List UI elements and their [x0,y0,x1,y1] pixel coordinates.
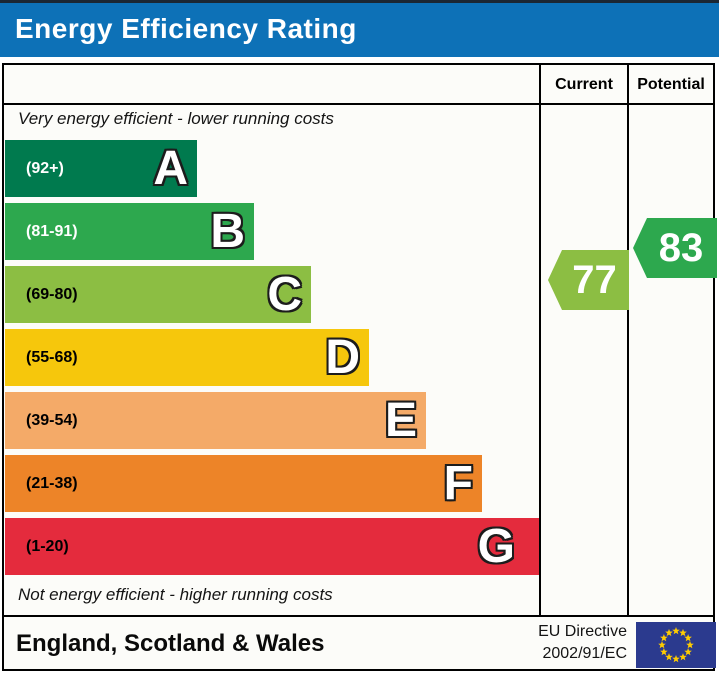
potential-column-divider [627,65,629,617]
band-letter: A [153,142,188,195]
band-row-g: (1-20) G [5,518,539,575]
eu-directive-label: EU Directive 2002/91/EC [538,621,627,664]
chart-frame: Current Potential Very energy efficient … [2,63,717,671]
band-letter: G [477,520,515,573]
band-row-c: (69-80) C [5,266,311,323]
footer-divider [4,615,713,617]
current-rating-arrow: 77 [548,250,629,310]
column-header-current: Current [555,76,613,93]
band-letter: B [210,205,245,258]
band-letter: C [267,268,302,321]
header-divider [4,103,713,105]
potential-rating-arrow: 83 [633,218,717,278]
current-column-divider [539,65,541,617]
band-row-f: (21-38) F [5,455,482,512]
band-range-label: (21-38) [26,474,78,492]
band-row-a: (92+) A [5,140,197,197]
band-row-d: (55-68) D [5,329,369,386]
band-letter: F [443,457,473,510]
band-range-label: (69-80) [26,285,78,303]
band-range-label: (1-20) [26,537,69,555]
band-letter: D [325,331,360,384]
region-label: England, Scotland & Wales [16,630,325,657]
band-range-label: (39-54) [26,411,78,429]
band-letter: E [384,394,417,447]
band-row-b: (81-91) B [5,203,254,260]
band-row-e: (39-54) E [5,392,426,449]
column-header-potential: Potential [637,76,705,93]
page-title: Energy Efficiency Rating [15,13,357,44]
title-bar: Energy Efficiency Rating [0,0,719,57]
eu-flag-icon [636,622,716,668]
band-range-label: (92+) [26,159,64,177]
band-range-label: (55-68) [26,348,78,366]
eu-directive-line1: EU Directive [538,623,627,640]
band-range-label: (81-91) [26,222,78,240]
bottom-caption: Not energy efficient - higher running co… [18,585,333,604]
eu-directive-line2: 2002/91/EC [542,644,627,662]
top-caption: Very energy efficient - lower running co… [18,109,334,128]
